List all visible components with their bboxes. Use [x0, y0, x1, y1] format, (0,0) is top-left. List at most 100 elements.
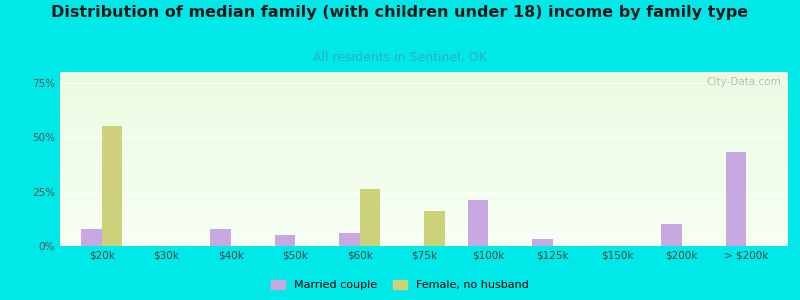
- Bar: [60, 82, 788, 83]
- Text: Distribution of median family (with children under 18) income by family type: Distribution of median family (with chil…: [51, 4, 749, 20]
- Bar: [60, 127, 788, 128]
- Bar: [60, 149, 788, 150]
- Bar: [60, 195, 788, 196]
- Bar: [102, 126, 122, 246]
- Bar: [60, 157, 788, 158]
- Bar: [60, 88, 788, 89]
- Bar: [60, 74, 788, 75]
- Bar: [60, 136, 788, 137]
- Bar: [60, 113, 788, 114]
- Bar: [60, 239, 788, 240]
- Bar: [60, 92, 788, 93]
- Bar: [60, 225, 788, 226]
- Bar: [60, 188, 788, 189]
- Bar: [60, 79, 788, 80]
- Bar: [60, 89, 788, 90]
- Bar: [60, 161, 788, 162]
- Bar: [60, 221, 788, 222]
- Bar: [424, 211, 445, 246]
- Bar: [60, 165, 788, 166]
- Bar: [60, 145, 788, 146]
- Bar: [60, 208, 788, 209]
- Bar: [60, 217, 788, 218]
- Bar: [60, 121, 788, 122]
- Bar: [60, 114, 788, 115]
- Bar: [60, 218, 788, 219]
- Bar: [60, 219, 788, 220]
- Bar: [60, 184, 788, 185]
- Bar: [60, 234, 788, 235]
- Bar: [60, 139, 788, 140]
- Bar: [60, 167, 788, 168]
- Bar: [60, 190, 788, 191]
- Bar: [60, 205, 788, 206]
- Bar: [60, 96, 788, 97]
- Bar: [60, 97, 788, 98]
- Bar: [60, 106, 788, 107]
- Bar: [60, 78, 788, 79]
- Bar: [60, 185, 788, 186]
- Bar: [60, 233, 788, 234]
- Bar: [60, 202, 788, 203]
- Bar: [60, 152, 788, 153]
- Bar: [60, 207, 788, 208]
- Bar: [60, 90, 788, 91]
- Bar: [60, 143, 788, 144]
- Bar: [60, 194, 788, 195]
- Bar: [60, 82, 788, 83]
- Bar: [60, 75, 788, 76]
- Bar: [60, 123, 788, 124]
- Bar: [60, 236, 788, 237]
- Bar: [60, 223, 788, 224]
- Bar: [60, 243, 788, 244]
- Bar: [60, 140, 788, 141]
- Bar: [60, 93, 788, 94]
- Bar: [60, 112, 788, 113]
- Bar: [661, 224, 682, 246]
- Bar: [60, 122, 788, 123]
- Bar: [60, 211, 788, 212]
- Text: All residents in Sentinel, OK: All residents in Sentinel, OK: [313, 51, 487, 64]
- Bar: [60, 105, 788, 106]
- Bar: [60, 125, 788, 126]
- Bar: [60, 238, 788, 239]
- Bar: [60, 80, 788, 81]
- Bar: [532, 239, 553, 246]
- Bar: [60, 222, 788, 223]
- Bar: [82, 229, 102, 246]
- Bar: [60, 148, 788, 149]
- Bar: [60, 230, 788, 231]
- Bar: [60, 171, 788, 172]
- Bar: [274, 235, 295, 246]
- Bar: [60, 178, 788, 179]
- Bar: [60, 168, 788, 169]
- Bar: [60, 170, 788, 171]
- Bar: [60, 115, 788, 116]
- Bar: [60, 173, 788, 174]
- Bar: [60, 124, 788, 125]
- Bar: [60, 228, 788, 229]
- Bar: [60, 232, 788, 233]
- Bar: [60, 227, 788, 228]
- Bar: [60, 204, 788, 205]
- Bar: [60, 244, 788, 245]
- Bar: [60, 183, 788, 184]
- Bar: [60, 202, 788, 203]
- Bar: [60, 231, 788, 232]
- Bar: [60, 150, 788, 151]
- Bar: [60, 206, 788, 207]
- Bar: [60, 155, 788, 156]
- Bar: [726, 152, 746, 246]
- Bar: [60, 176, 788, 177]
- Bar: [60, 98, 788, 99]
- Bar: [60, 153, 788, 154]
- Bar: [60, 84, 788, 85]
- Bar: [60, 141, 788, 142]
- Bar: [359, 190, 380, 246]
- Bar: [60, 186, 788, 187]
- Bar: [60, 209, 788, 210]
- Bar: [60, 193, 788, 194]
- Bar: [60, 166, 788, 167]
- Bar: [60, 242, 788, 243]
- Bar: [60, 77, 788, 78]
